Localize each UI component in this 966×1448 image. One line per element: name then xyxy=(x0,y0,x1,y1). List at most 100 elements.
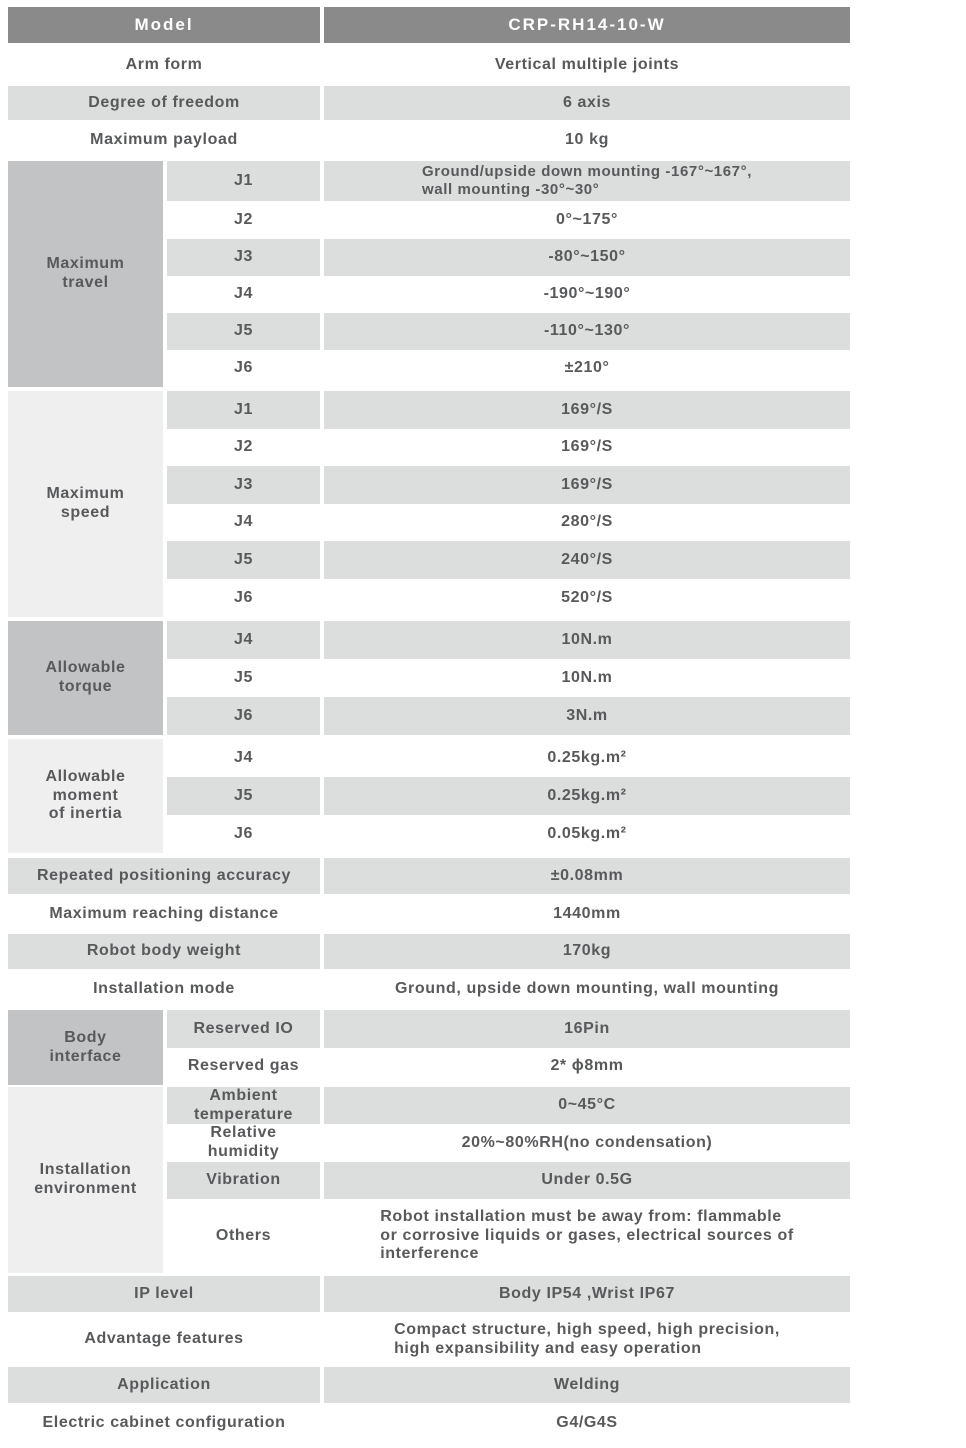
row-value: Compact structure, high speed, high prec… xyxy=(394,1320,780,1357)
joint-value-cell: 10N.m xyxy=(324,621,850,659)
row-value: 1440mm xyxy=(553,905,621,923)
joint-label: J2 xyxy=(234,438,253,456)
joint-cell: J5 xyxy=(167,777,320,815)
group-label: Installation environment xyxy=(34,1161,137,1197)
row-ip-level: IP level Body IP54 ,Wrist IP67 xyxy=(8,1276,850,1312)
sub-value: 0~45°C xyxy=(558,1096,616,1114)
joint-value-cell: 169°/S xyxy=(324,466,850,504)
row-label-cell: Advantage features xyxy=(8,1315,320,1364)
joint-value-cell: 10N.m xyxy=(324,659,850,697)
joint-cell: J4 xyxy=(167,504,320,541)
row-application: Application Welding xyxy=(8,1367,850,1403)
joint-row-j2: J2 169°/S xyxy=(167,429,850,466)
sub-row-vibration: Vibration Under 0.5G xyxy=(167,1162,850,1199)
row-value-cell: G4/G4S xyxy=(324,1405,850,1441)
sub-label: Reserved gas xyxy=(187,1057,300,1075)
joint-value: Ground/upside down mounting -167°~167°, … xyxy=(421,163,752,198)
joint-row-j4: J4 0.25kg.m² xyxy=(167,739,850,777)
sub-value-cell: Under 0.5G xyxy=(324,1162,850,1199)
sub-label-cell: Reserved gas xyxy=(167,1048,320,1085)
row-label: Application xyxy=(117,1375,211,1393)
group-label: Allowable moment of inertia xyxy=(45,767,126,823)
row-label-cell: Installation mode xyxy=(8,972,320,1007)
joint-value-cell: -190°~190° xyxy=(324,276,850,313)
joint-value-cell: Ground/upside down mounting -167°~167°, … xyxy=(324,161,850,201)
row-label-cell: Electric cabinet configuration xyxy=(8,1405,320,1441)
row-label-cell: Arm form xyxy=(8,47,320,83)
joint-value-cell: 0°~175° xyxy=(324,201,850,239)
joint-value: 0.05kg.m² xyxy=(547,824,627,842)
row-value-cell: 10 kg xyxy=(324,123,850,158)
group-label-installation-environment: Installation environment xyxy=(8,1087,163,1273)
joint-row-j6: J6 0.05kg.m² xyxy=(167,815,850,853)
joint-value: 3N.m xyxy=(566,706,608,724)
row-maximum-reaching-distance: Maximum reaching distance 1440mm xyxy=(8,897,850,932)
row-label-cell: Robot body weight xyxy=(8,934,320,969)
joint-value: 240°/S xyxy=(561,550,613,568)
joint-cell: J6 xyxy=(167,579,320,617)
joint-cell: J6 xyxy=(167,697,320,735)
row-value-cell: Vertical multiple joints xyxy=(324,47,850,83)
table-header-row: Model CRP-RH14-10-W xyxy=(8,7,850,43)
joint-cell: J5 xyxy=(167,541,320,579)
joint-label: J1 xyxy=(234,171,253,189)
joint-label: J4 xyxy=(234,513,253,531)
joint-row-j4: J4 -190°~190° xyxy=(167,276,850,313)
row-label: Arm form xyxy=(125,55,203,73)
joint-row-j6: J6 3N.m xyxy=(167,697,850,735)
joint-value-cell: ±210° xyxy=(324,350,850,387)
row-value: Vertical multiple joints xyxy=(494,55,680,73)
joint-label: J1 xyxy=(234,400,253,418)
joint-value: -110°~130° xyxy=(544,322,630,340)
joint-label: J6 xyxy=(234,588,253,606)
joint-value-cell: 0.05kg.m² xyxy=(324,815,850,853)
header-model-cell: Model xyxy=(8,7,320,43)
row-degree-of-freedom: Degree of freedom 6 axis xyxy=(8,86,850,120)
joint-value-cell: 280°/S xyxy=(324,504,850,541)
joint-label: J3 xyxy=(234,475,253,493)
sub-label: Others xyxy=(215,1226,272,1244)
sub-row-reserved-gas: Reserved gas 2* ϕ8mm xyxy=(167,1048,850,1085)
row-label: Maximum reaching distance xyxy=(49,905,279,923)
sub-label-cell: Reserved IO xyxy=(167,1010,320,1048)
sub-label-cell: Ambient temperature xyxy=(167,1087,320,1124)
row-value-cell: 170kg xyxy=(324,934,850,969)
joint-cell: J6 xyxy=(167,815,320,853)
group-installation-environment: Installation environment Ambient tempera… xyxy=(8,1087,850,1273)
sub-row-relative-humidity: Relative humidity 20%~80%RH(no condensat… xyxy=(167,1124,850,1162)
row-value-cell: Ground, upside down mounting, wall mount… xyxy=(324,972,850,1007)
row-advantage-features: Advantage features Compact structure, hi… xyxy=(8,1315,850,1364)
joint-cell: J2 xyxy=(167,429,320,466)
joint-value: 280°/S xyxy=(561,513,613,531)
sub-label-cell: Vibration xyxy=(167,1162,320,1199)
joint-cell: J3 xyxy=(167,239,320,276)
row-label-cell: Maximum payload xyxy=(8,123,320,158)
group-label-allowable-inertia: Allowable moment of inertia xyxy=(8,739,163,853)
row-label: Installation mode xyxy=(93,980,235,998)
row-value: Body IP54 ,Wrist IP67 xyxy=(499,1284,675,1302)
row-value: 6 axis xyxy=(562,93,612,111)
joint-row-j5: J5 10N.m xyxy=(167,659,850,697)
row-value-cell: Welding xyxy=(324,1367,850,1403)
group-label: Maximum travel xyxy=(46,255,125,291)
joint-label: J6 xyxy=(234,706,253,724)
group-allowable-inertia: Allowable moment of inertia J4 0.25kg.m²… xyxy=(8,739,850,853)
row-value: 170kg xyxy=(562,942,612,960)
row-repeated-positioning-accuracy: Repeated positioning accuracy ±0.08mm xyxy=(8,858,850,894)
sub-value: 20%~80%RH(no condensation) xyxy=(461,1133,713,1151)
sub-value-cell: 20%~80%RH(no condensation) xyxy=(324,1124,850,1162)
joint-cell: J4 xyxy=(167,276,320,313)
row-arm-form: Arm form Vertical multiple joints xyxy=(8,47,850,83)
sub-label: Ambient temperature xyxy=(193,1086,294,1123)
row-electric-cabinet-configuration: Electric cabinet configuration G4/G4S xyxy=(8,1405,850,1441)
joint-label: J5 xyxy=(234,668,253,686)
sub-value-cell: 2* ϕ8mm xyxy=(324,1048,850,1085)
joint-row-j5: J5 240°/S xyxy=(167,541,850,579)
joint-row-j5: J5 0.25kg.m² xyxy=(167,777,850,815)
joint-value-cell: 3N.m xyxy=(324,697,850,735)
joint-value: 0.25kg.m² xyxy=(547,786,627,804)
spec-table: Model CRP-RH14-10-W Arm form Vertical mu… xyxy=(8,7,850,1441)
sub-label-cell: Relative humidity xyxy=(167,1124,320,1162)
joint-cell: J1 xyxy=(167,391,320,429)
